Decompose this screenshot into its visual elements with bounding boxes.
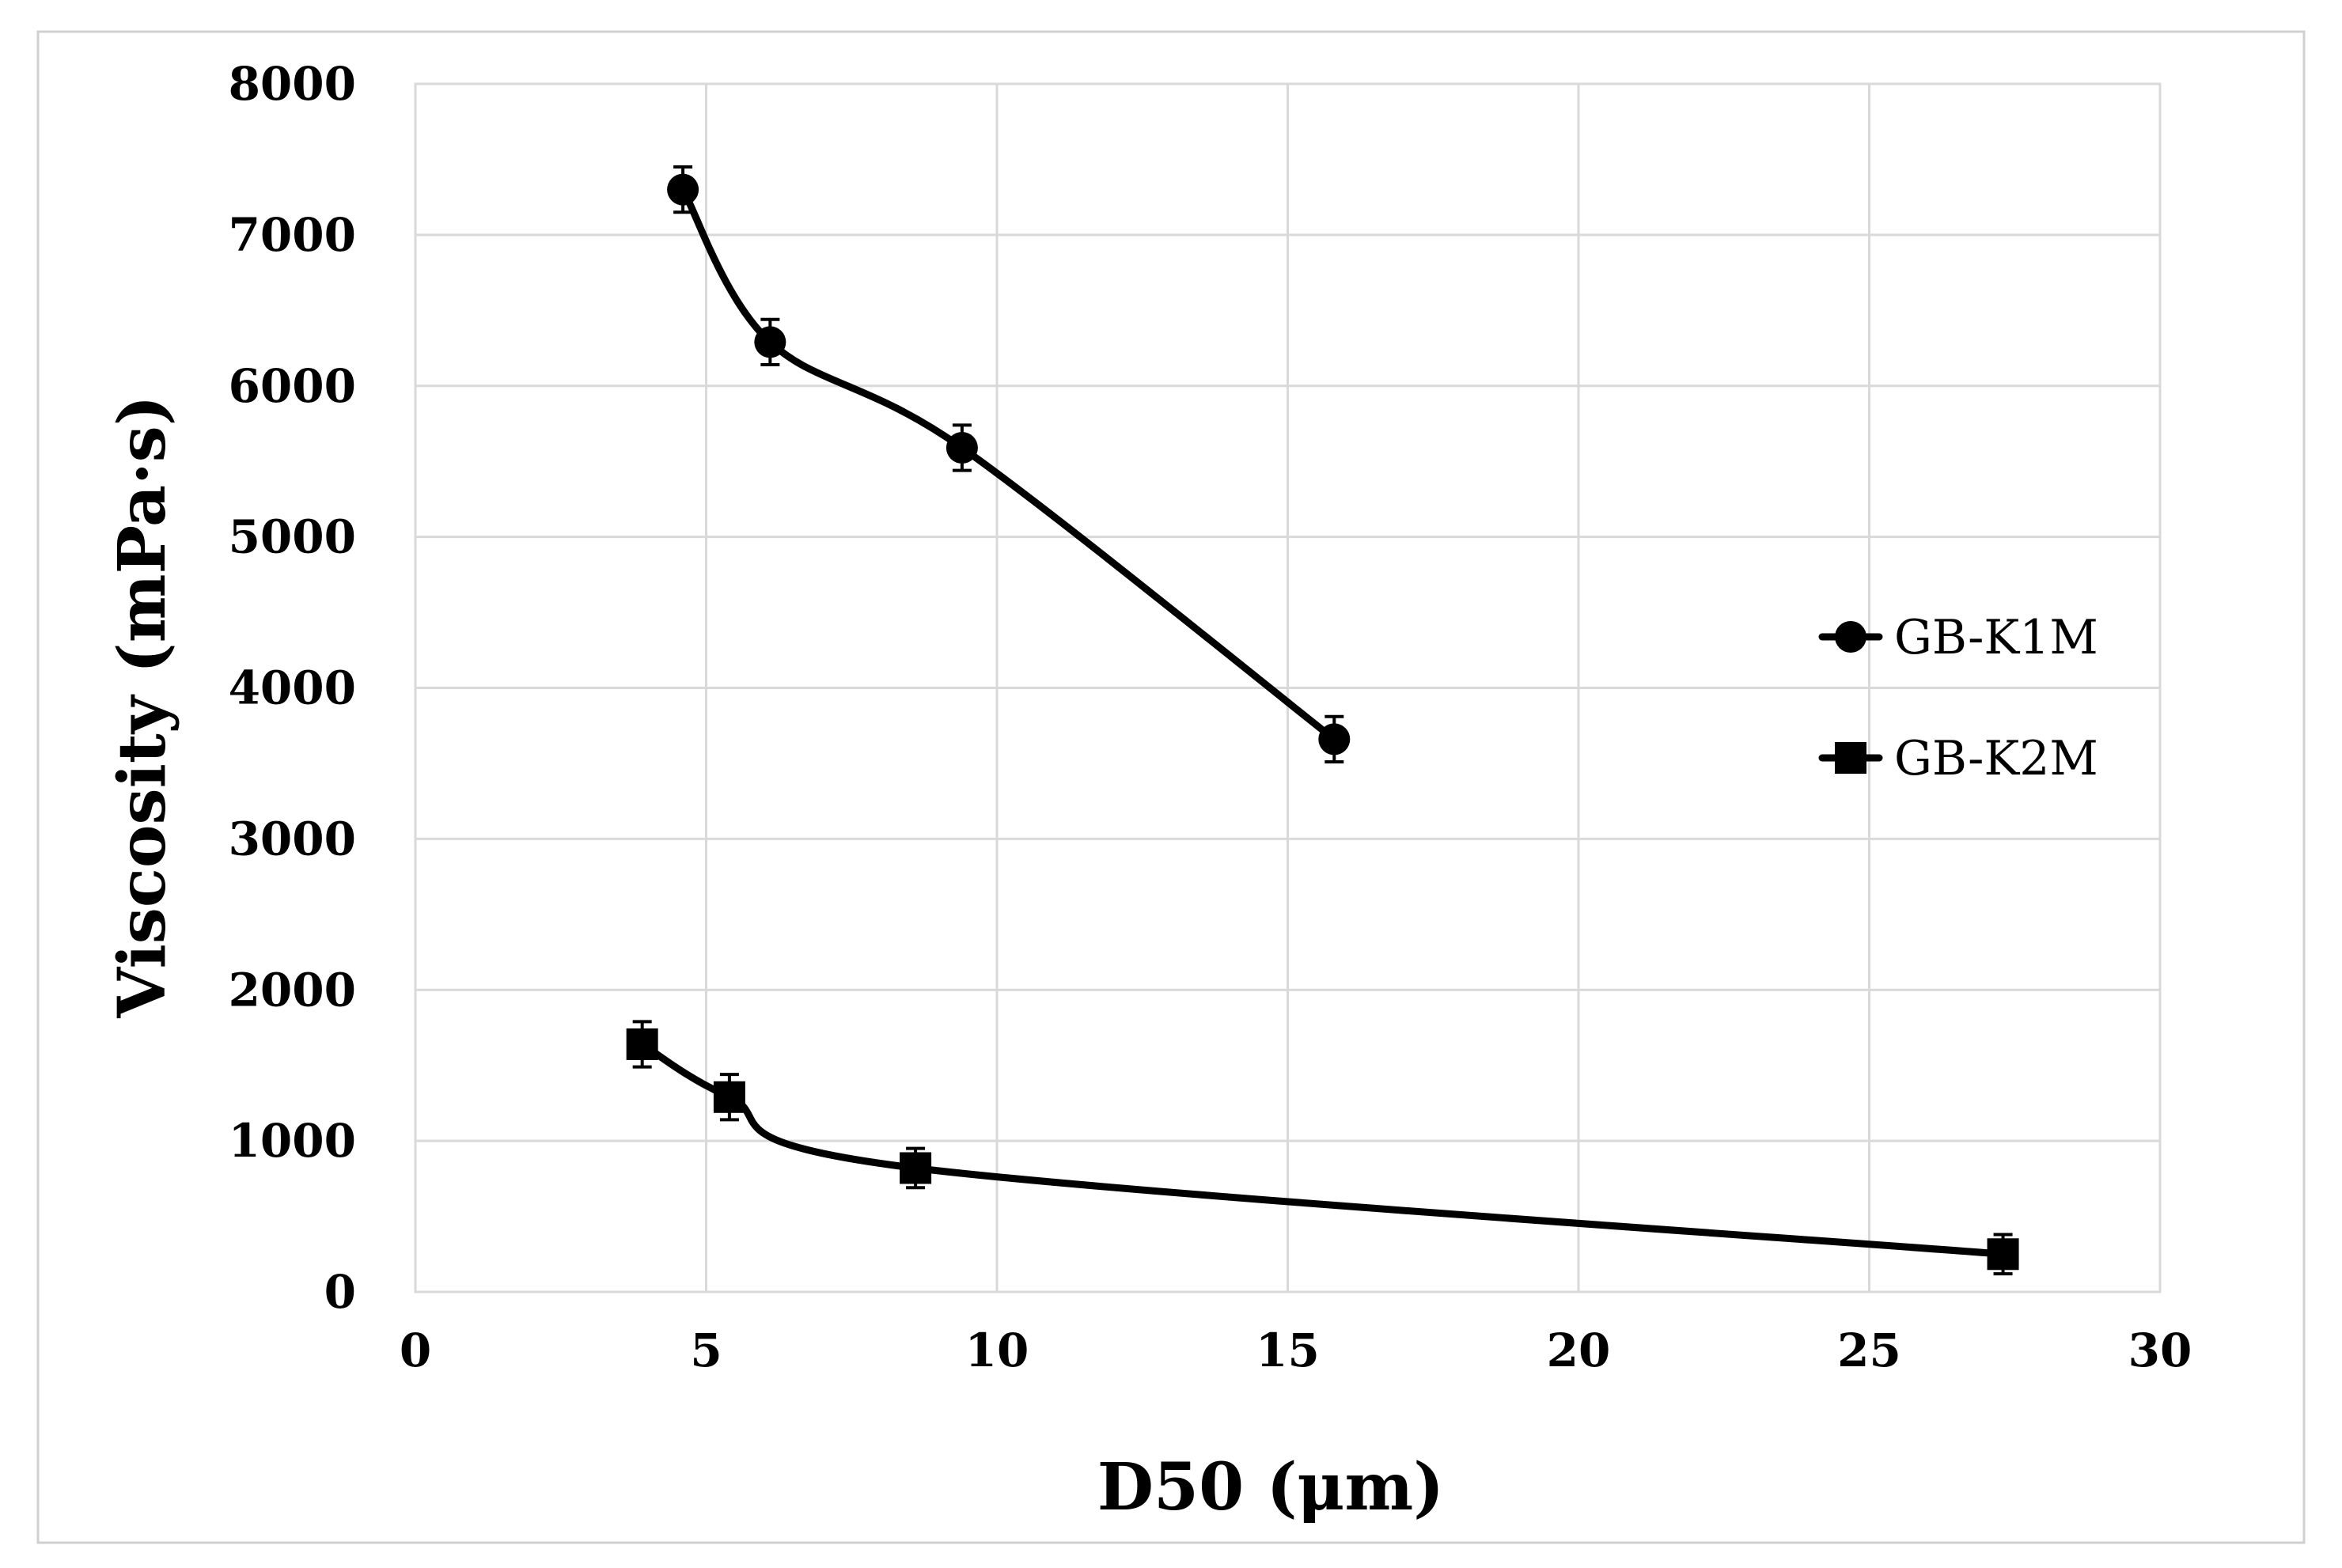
grid-lines	[414, 82, 2162, 1293]
data-point	[754, 326, 786, 358]
data-point	[713, 1081, 745, 1113]
x-tick-label: 10	[965, 1324, 1029, 1377]
legend-label: GB-K1M	[1894, 610, 2098, 665]
x-tick-label: 20	[1547, 1324, 1611, 1377]
y-tick-label: 1000	[229, 1114, 356, 1168]
series-gb-k1m	[667, 165, 1351, 764]
y-axis-title: Viscosity (mPa·s)	[104, 395, 180, 1018]
x-tick-label: 0	[400, 1324, 431, 1377]
data-point	[946, 432, 978, 464]
x-tick-label: 15	[1256, 1324, 1320, 1377]
data-series	[626, 165, 2019, 1276]
legend-marker	[1835, 621, 1866, 653]
y-tick-label: 0	[324, 1265, 356, 1319]
legend-label: GB-K2M	[1894, 731, 2098, 786]
data-point	[667, 173, 699, 206]
figure-border	[36, 30, 2306, 1544]
data-point	[1987, 1238, 2019, 1271]
data-point	[900, 1152, 932, 1184]
series-line	[639, 1040, 2007, 1258]
y-tick-label: 7000	[229, 208, 356, 262]
plot-area	[414, 82, 2162, 1293]
y-tick-label: 5000	[229, 510, 356, 564]
x-axis-title: D50 (μm)	[1097, 1449, 1444, 1525]
series-line	[679, 186, 1338, 743]
x-tick-label: 25	[1837, 1324, 1901, 1377]
data-point	[1318, 723, 1351, 756]
y-tick-label: 6000	[229, 359, 356, 413]
y-tick-label: 3000	[229, 812, 356, 865]
legend-marker	[1835, 742, 1866, 774]
legend-item-gb-k1m: GB-K1M	[1818, 610, 2098, 665]
y-tick-label: 8000	[229, 57, 356, 111]
y-tick-label: 2000	[229, 963, 356, 1017]
legend-item-gb-k2m: GB-K2M	[1818, 731, 2098, 786]
legend: GB-K1M GB-K2M	[1818, 610, 2098, 786]
data-point	[626, 1028, 658, 1060]
axis-tick-labels: 0 1000 2000 3000 4000 5000 6000 7000 8000 0 5 10 15 2…	[229, 57, 2192, 1377]
x-tick-label: 5	[690, 1324, 722, 1377]
x-tick-label: 30	[2128, 1324, 2192, 1377]
y-tick-label: 4000	[229, 661, 356, 715]
series-gb-k2m	[626, 1020, 2019, 1276]
